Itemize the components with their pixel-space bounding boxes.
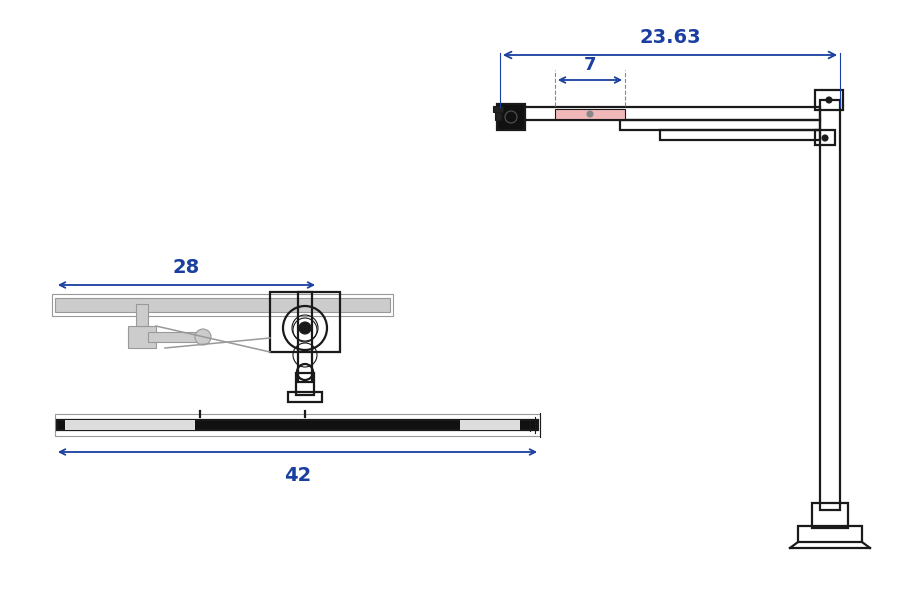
Bar — [493, 106, 503, 112]
Bar — [620, 120, 820, 130]
Bar — [298, 292, 312, 382]
Bar — [288, 392, 322, 402]
Bar — [460, 420, 520, 430]
Bar — [815, 90, 843, 110]
Bar — [52, 294, 393, 316]
Circle shape — [299, 322, 311, 334]
Bar — [55, 414, 540, 436]
Circle shape — [826, 97, 832, 103]
Bar — [296, 373, 314, 395]
Bar — [148, 332, 203, 342]
Text: 28: 28 — [173, 258, 200, 277]
Text: 42: 42 — [284, 466, 311, 485]
Bar — [495, 110, 501, 120]
Bar — [55, 298, 390, 312]
Text: 7: 7 — [584, 56, 596, 74]
Bar — [520, 107, 820, 120]
Bar — [270, 292, 340, 352]
Bar — [798, 526, 862, 542]
Bar — [497, 104, 525, 130]
Circle shape — [195, 329, 211, 345]
Bar — [660, 130, 820, 140]
Bar — [815, 130, 835, 145]
Bar — [65, 420, 195, 430]
Bar — [128, 326, 156, 348]
Circle shape — [822, 135, 828, 141]
Bar — [820, 100, 840, 510]
Bar — [812, 503, 848, 528]
Bar — [57, 420, 538, 430]
Text: 23.63: 23.63 — [639, 28, 701, 47]
Circle shape — [587, 111, 593, 117]
Bar — [555, 109, 625, 119]
Bar — [136, 304, 148, 326]
